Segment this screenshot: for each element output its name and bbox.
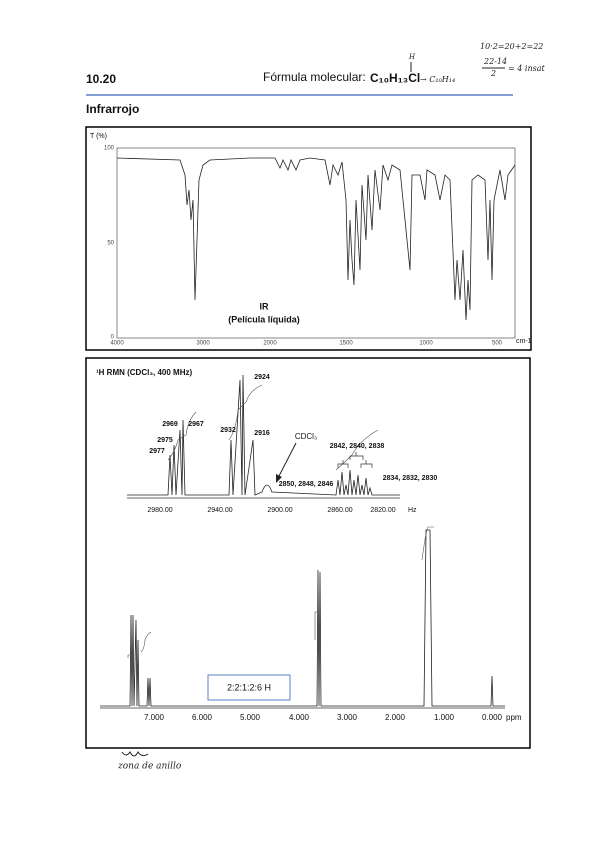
solvent-label: CDCl₃ (295, 432, 317, 441)
handwritten-brace (121, 751, 149, 757)
x-tick: 7.000 (144, 713, 165, 722)
nmr-title: ¹H RMN (CDCl₃, 400 MHz) (96, 368, 192, 377)
calc-result: = 4 insat (508, 64, 545, 73)
ir-frame (85, 126, 532, 351)
nmr-spectrum (100, 529, 505, 707)
inset-x-tick: 2980.00 (147, 507, 172, 514)
peak-label: 2975 (157, 437, 173, 444)
exercise-number: 10.20 (86, 72, 116, 86)
inset-x-tick: 2940.00 (207, 507, 232, 514)
ir-y-label: T (%) (90, 133, 107, 140)
peak-label: 2924 (254, 374, 270, 381)
handwritten-note: zona de anillo (117, 762, 182, 772)
ir-subtitle: (Película líquida) (228, 314, 300, 324)
inset-spectrum (127, 374, 400, 496)
x-tick: 2.000 (385, 713, 406, 722)
inset-x-unit: Hz (408, 507, 417, 514)
integration-ratio: 2:2:1:2:6 H (227, 682, 271, 692)
ir-y-tick: 100 (104, 146, 115, 152)
inset-integrals (167, 384, 379, 471)
x-tick: 6.000 (192, 713, 213, 722)
formula-label: Fórmula molecular: (263, 70, 366, 84)
nmr-integrals (127, 526, 434, 658)
ir-spectrum (116, 157, 516, 321)
formula: C₁₀H₁₃Cl (370, 71, 420, 85)
x-tick: 0.000 (482, 713, 503, 722)
ir-x-tick: 2000 (263, 341, 277, 347)
peak-label: 2842, 2840, 2838 (330, 443, 385, 450)
ir-x-tick: 3000 (196, 341, 210, 347)
inset-x-tick: 2900.00 (267, 507, 292, 514)
ir-plot-area (116, 147, 516, 339)
arrow-head (276, 474, 282, 483)
calc-den: 2 (490, 69, 496, 78)
inset-x-tick: 2820.00 (370, 507, 395, 514)
ir-x-unit: cm-1 (516, 338, 532, 345)
ir-y-tick: 50 (107, 241, 114, 247)
ir-x-tick: 1000 (419, 341, 433, 347)
cdcl3-arrow (277, 442, 297, 479)
peak-label: 2967 (188, 421, 204, 428)
peak-label: 2977 (149, 448, 165, 455)
calc-num: 22-14 (483, 57, 507, 66)
ir-title: IR (260, 301, 270, 311)
multiplet-brackets (337, 452, 373, 468)
section-title: Infrarrojo (86, 102, 139, 116)
x-tick: 5.000 (240, 713, 261, 722)
ir-y-tick: 0 (111, 335, 115, 341)
x-tick: 1.000 (434, 713, 455, 722)
annotation-formula: → C₁₀H₁₄ (420, 75, 455, 84)
peak-label: 2916 (254, 430, 270, 437)
inset-x-tick: 2860.00 (327, 507, 352, 514)
nmr-frame (85, 357, 531, 749)
ir-x-tick: 500 (492, 341, 503, 347)
peak-label: 2850, 2848, 2846 (279, 481, 334, 488)
annotation-h: H (408, 53, 416, 61)
x-tick: 4.000 (289, 713, 310, 722)
peak-label: 2932 (220, 427, 236, 434)
peak-label: 2969 (162, 421, 178, 428)
peak-label: 2834, 2832, 2830 (383, 475, 438, 482)
x-unit: ppm (506, 713, 522, 722)
ir-x-tick: 4000 (110, 341, 124, 347)
ir-x-tick: 1500 (339, 341, 353, 347)
calc-line1: 10·2=20+2=22 (480, 42, 543, 51)
integration-box (207, 674, 291, 701)
x-tick: 3.000 (337, 713, 358, 722)
